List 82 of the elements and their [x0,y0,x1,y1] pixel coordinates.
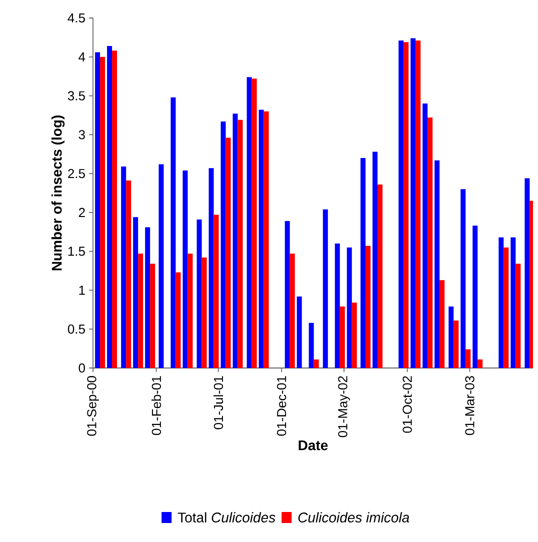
bar [188,254,193,368]
bar [158,164,164,368]
bar [121,166,126,368]
legend-label: Culicoides imicola [298,512,410,522]
bar [530,200,534,368]
x-tick-label: 01-May-02 [338,376,350,438]
bar [448,306,454,368]
bar [238,120,243,368]
y-tick-label: 4 [78,52,86,62]
bar [340,306,345,368]
bar [296,296,302,368]
bar [220,121,226,368]
bar [454,320,459,368]
bar [440,280,445,368]
y-tick-label: 0.5 [68,324,85,334]
bar [95,52,100,368]
bar [107,46,112,368]
bar [252,78,257,368]
y-tick-label: 1.5 [68,246,85,256]
x-tick-label: 01-Oct-02 [402,376,412,433]
bar [360,158,366,368]
bar [202,258,207,368]
bar [150,264,156,368]
legend-label: Total Culicoides [178,512,276,522]
bar [460,189,466,368]
bar [176,272,181,368]
bar [422,104,428,368]
bar [372,152,378,368]
bar [126,180,132,368]
bar [428,118,433,368]
bar [516,264,521,368]
bar [196,219,202,368]
bar [510,237,516,368]
x-tick-label: 01-Feb-01 [151,376,162,435]
y-tick-label: 3 [78,130,85,140]
y-axis-title: Number of insects (log) [51,116,65,270]
bar [214,214,219,368]
bar [170,97,176,368]
bar [208,168,214,368]
bar [182,170,188,368]
x-axis-title: Date [298,440,328,450]
bar [434,160,440,368]
bar [378,184,383,368]
y-tick-label: 2 [78,208,85,217]
bar [246,77,252,368]
bar [472,226,478,368]
bar [290,254,295,368]
x-tick-label: 01-Dec-01 [276,376,286,436]
y-tick-label: 0 [78,363,85,373]
bar [366,246,371,368]
bar [145,227,150,368]
bar [346,247,352,368]
bar [504,247,509,368]
y-tick-label: 3.5 [68,91,85,100]
bar [478,359,483,368]
bar [466,349,471,368]
bar [322,209,328,368]
bar [398,40,404,368]
bar [138,254,144,368]
x-tick-label: 01-Mar-03 [465,376,474,435]
bar [498,237,504,368]
bar [352,302,357,368]
bar [416,40,421,368]
bar [100,56,106,368]
bar [133,217,138,368]
bar [404,42,409,368]
y-tick-label: 1 [79,286,85,295]
bar [334,244,340,368]
y-tick-label: 4.5 [68,13,85,23]
x-tick-label: 01-Sep-00 [87,376,99,436]
bar [258,110,264,368]
bar [308,322,314,368]
bar [284,221,290,368]
bar [264,111,269,368]
bar [314,359,319,368]
bar [410,38,416,368]
bar [226,138,231,368]
bar [112,50,118,368]
bar [524,178,530,368]
bar [232,114,238,368]
x-tick-label: 01-Jul-01 [214,376,224,430]
y-tick-label: 2.5 [68,168,85,178]
